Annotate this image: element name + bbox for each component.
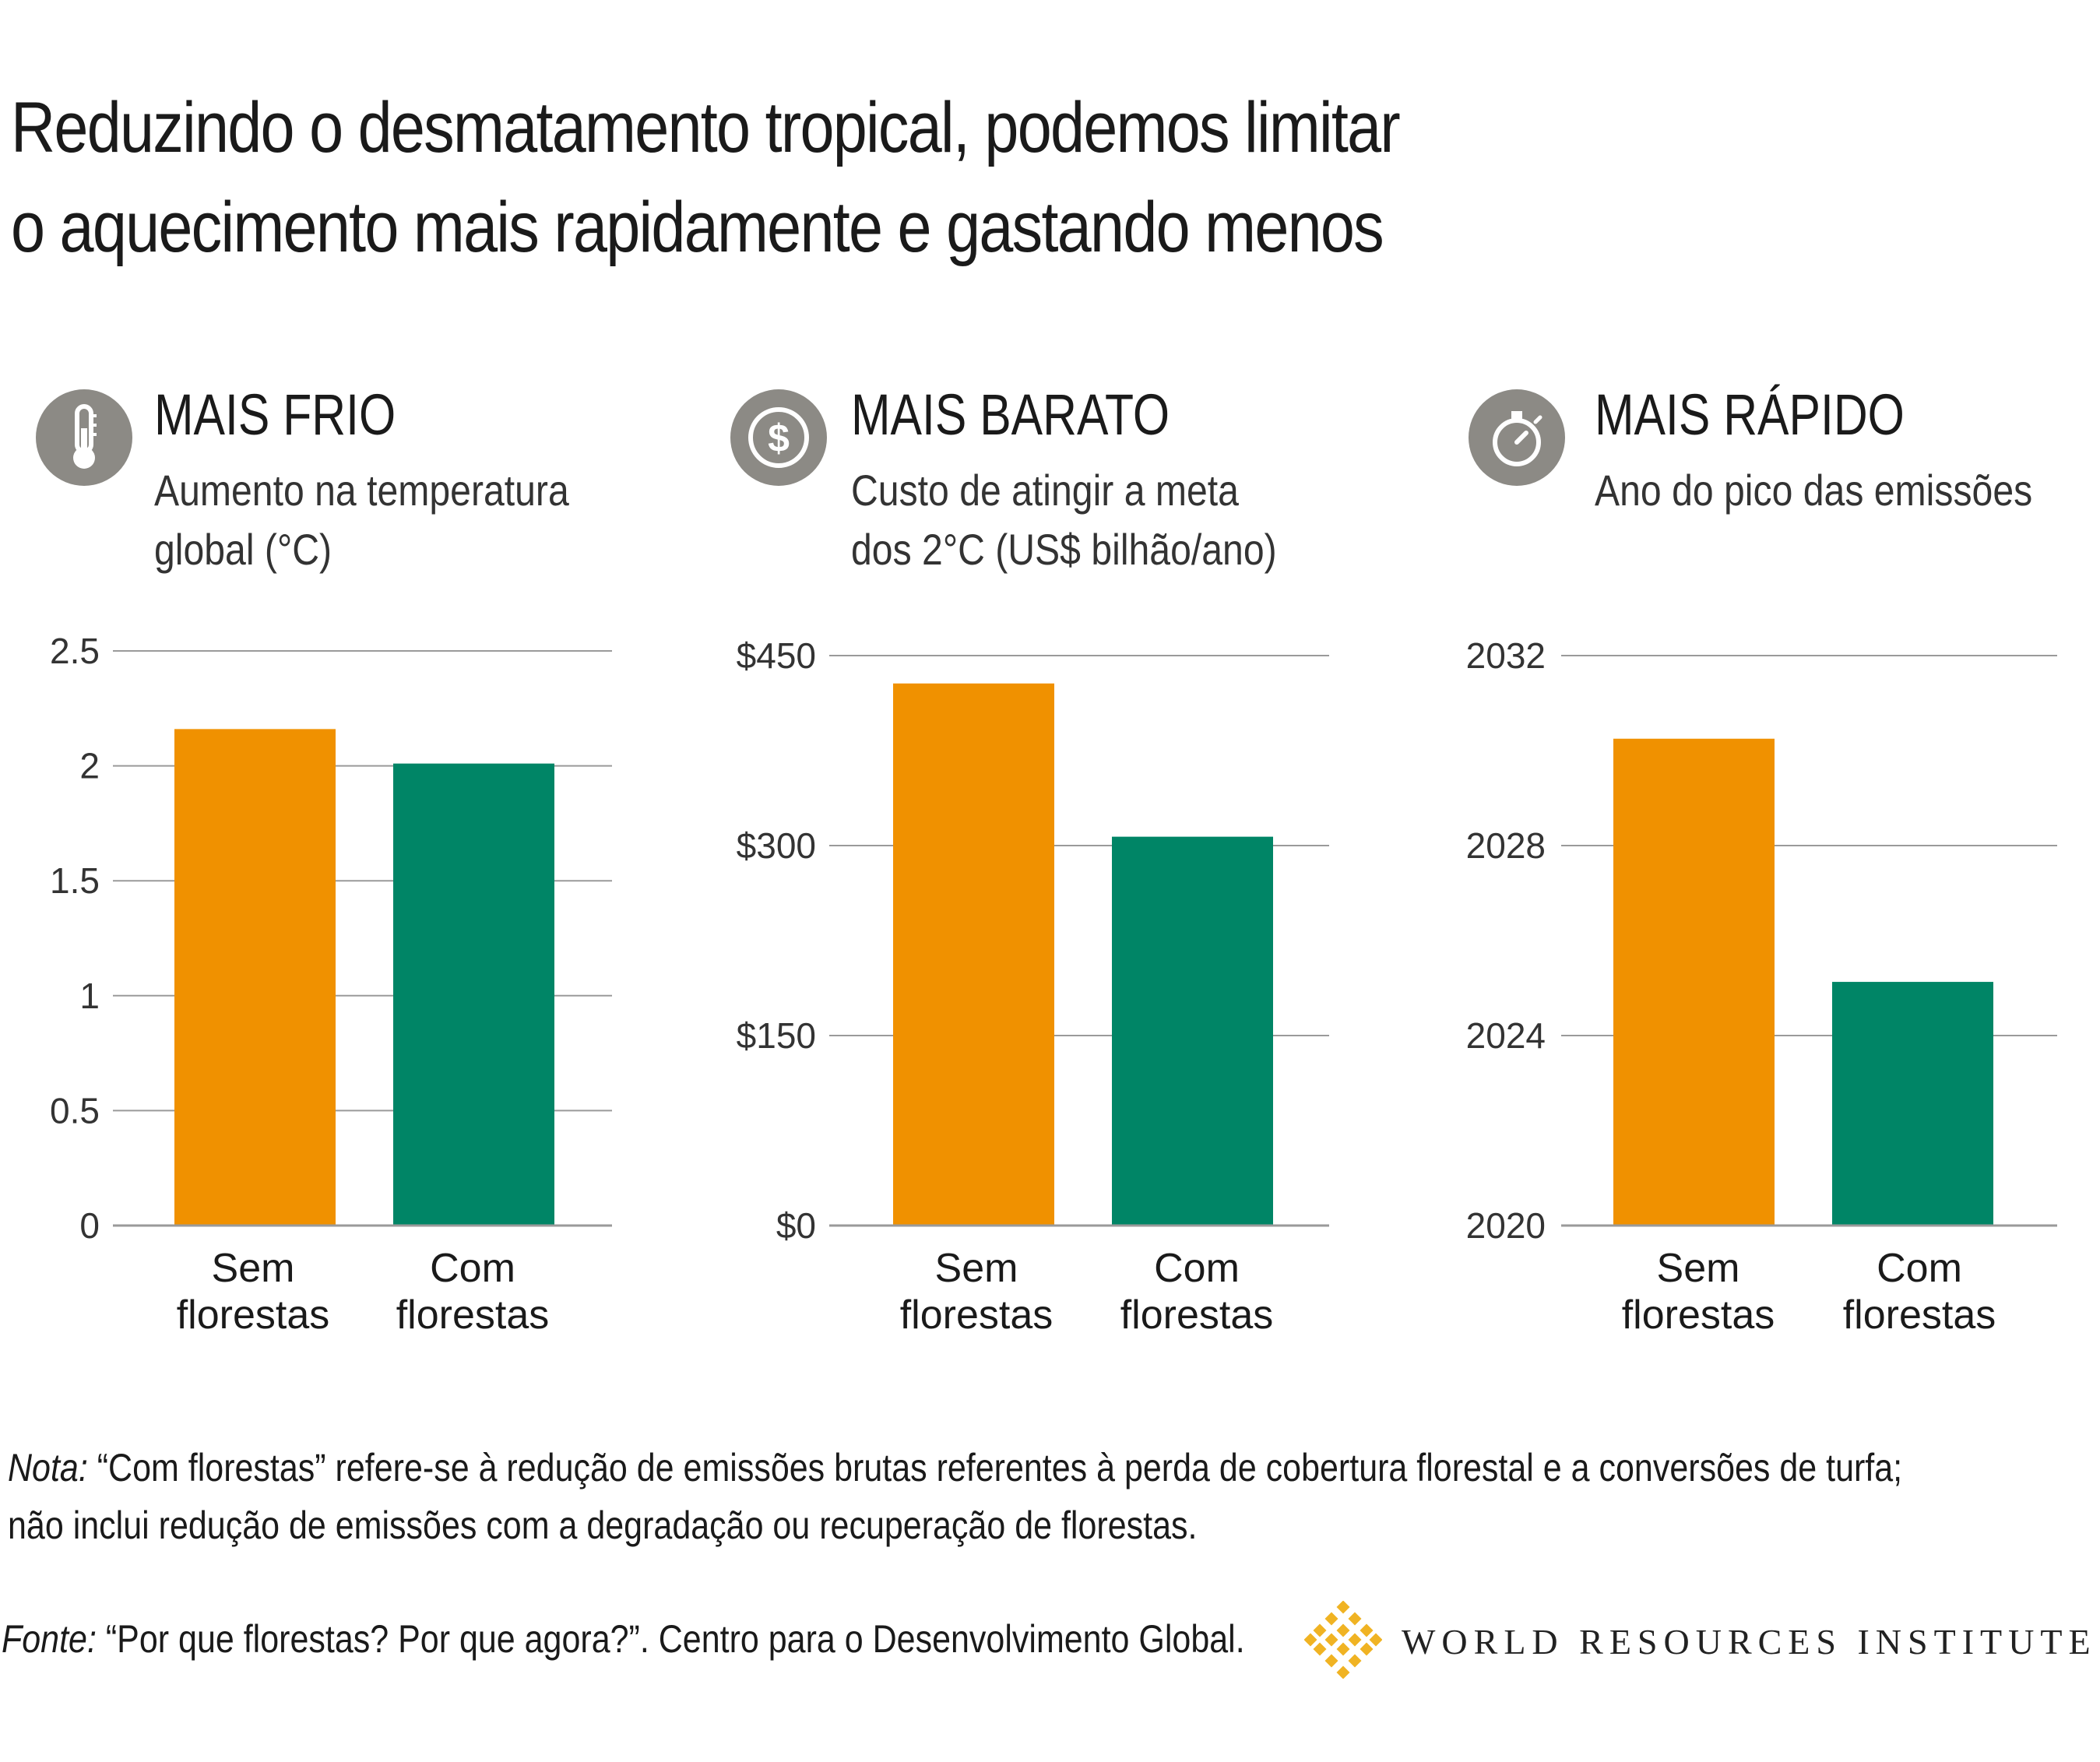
note: Nota: “Com florestas” refere-se à reduçã… <box>8 1439 1902 1554</box>
bar <box>893 683 1054 1226</box>
bar <box>1832 982 1993 1226</box>
bar <box>393 763 554 1226</box>
note-text-1: “Com florestas” refere-se à redução de e… <box>87 1446 1903 1489</box>
logo-diamond <box>1336 1601 1350 1614</box>
y-tick-label: $300 <box>737 825 816 866</box>
y-tick-label: $450 <box>737 635 816 676</box>
x-category-label: florestas <box>1120 1292 1274 1338</box>
headline-line-1: Reduzindo o desmatamento tropical, podem… <box>11 88 1401 167</box>
y-tick-label: 0.5 <box>50 1090 100 1131</box>
bar <box>174 729 336 1226</box>
logo-diamond <box>1324 1612 1338 1626</box>
logo-diamond <box>1360 1642 1374 1656</box>
charts-area: 00.511.522.5SemflorestasComflorestas$0$1… <box>50 631 2057 1338</box>
bar <box>1613 738 1775 1226</box>
x-category-label: florestas <box>177 1292 330 1338</box>
x-category-label: Com <box>1154 1246 1240 1291</box>
y-tick-label: 2024 <box>1466 1015 1546 1056</box>
logo-diamond <box>1336 1665 1350 1679</box>
svg-text:$: $ <box>768 417 790 460</box>
y-tick-label: 2032 <box>1466 635 1546 676</box>
x-category-label: florestas <box>900 1292 1054 1338</box>
y-tick-label: 1.5 <box>50 860 100 901</box>
x-category-label: Com <box>430 1246 515 1291</box>
source: Fonte: “Por que florestas? Por que agora… <box>2 1616 1245 1662</box>
note-text-2: não inclui redução de emissões com a deg… <box>8 1504 1198 1547</box>
panel-2-subtitle-1: Custo de atingir a meta <box>851 466 1239 515</box>
dollar-icon: $ <box>730 389 827 486</box>
note-label: Nota: <box>8 1446 88 1489</box>
logo-diamond <box>1369 1633 1382 1647</box>
logo-diamond <box>1313 1642 1327 1656</box>
y-tick-label: 2.5 <box>50 631 100 671</box>
headline: Reduzindo o desmatamento tropical, podem… <box>11 78 1752 277</box>
y-tick-label: 2 <box>79 746 100 786</box>
thermometer-icon <box>36 389 132 486</box>
x-category-label: florestas <box>1622 1292 1775 1338</box>
panel-3-title: MAIS RÁPIDO <box>1595 382 1905 447</box>
y-tick-label: 0 <box>79 1205 100 1246</box>
logo-diamond <box>1336 1642 1350 1656</box>
brand-name: WORLD RESOURCES INSTITUTE <box>1402 1622 2097 1662</box>
x-category-label: florestas <box>396 1292 550 1338</box>
wri-logo-icon <box>1304 1601 1382 1679</box>
panel-2-subtitle-2: dos 2°C (US$ bilhão/ano) <box>851 525 1277 574</box>
logo-diamond <box>1348 1633 1362 1647</box>
y-tick-label: 2028 <box>1466 825 1546 866</box>
y-tick-label: $150 <box>737 1015 816 1056</box>
y-tick-label: 1 <box>79 976 100 1016</box>
panel-1-title: MAIS FRIO <box>154 382 396 447</box>
x-category-label: florestas <box>1843 1292 1996 1338</box>
logo-diamond <box>1304 1633 1317 1647</box>
y-tick-label: $0 <box>776 1205 816 1246</box>
logo-diamond <box>1324 1654 1338 1668</box>
x-category-label: Sem <box>1657 1246 1740 1291</box>
panel-1-subtitle-2: global (°C) <box>154 525 332 574</box>
bar <box>1112 836 1273 1226</box>
panel-3-subtitle-1: Ano do pico das emissões <box>1595 466 2033 515</box>
logo-diamond <box>1348 1654 1362 1668</box>
stopwatch-icon <box>1469 389 1565 486</box>
panel-1-subtitle-1: Aumento na temperatura <box>154 466 569 515</box>
logo-diamond <box>1336 1623 1350 1637</box>
x-category-label: Sem <box>935 1246 1018 1291</box>
panel-2-title: MAIS BARATO <box>851 382 1170 447</box>
headline-line-2: o aquecimento mais rapidamente e gastand… <box>11 188 1384 267</box>
source-text: “Por que florestas? Por que agora?”. Cen… <box>96 1617 1245 1661</box>
logo-diamond <box>1360 1623 1374 1637</box>
x-category-label: Com <box>1877 1246 1962 1291</box>
y-tick-label: 2020 <box>1466 1205 1546 1246</box>
logo-diamond <box>1324 1633 1338 1647</box>
source-label: Fonte: <box>2 1617 97 1661</box>
logo-diamond <box>1313 1623 1327 1637</box>
x-category-label: Sem <box>212 1246 295 1291</box>
logo-diamond <box>1348 1612 1362 1626</box>
